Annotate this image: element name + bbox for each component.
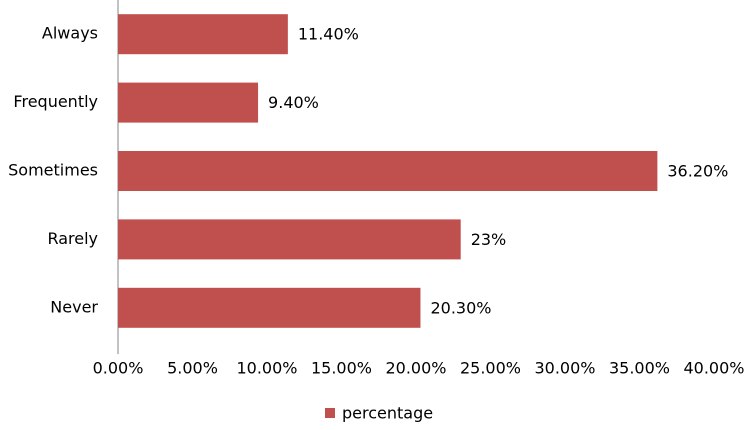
bar bbox=[118, 219, 461, 260]
x-tick-label: 20.00% bbox=[385, 359, 446, 378]
x-tick-label: 40.00% bbox=[683, 359, 744, 378]
bar bbox=[118, 287, 421, 328]
y-tick-label: Never bbox=[50, 297, 98, 316]
y-tick-label: Sometimes bbox=[8, 161, 98, 180]
x-tick-label: 30.00% bbox=[534, 359, 595, 378]
value-label: 11.40% bbox=[298, 25, 359, 44]
x-tick-label: 15.00% bbox=[311, 359, 372, 378]
legend-label: percentage bbox=[342, 404, 433, 423]
x-tick-label: 35.00% bbox=[609, 359, 670, 378]
x-tick-label: 5.00% bbox=[167, 359, 218, 378]
value-label: 23% bbox=[471, 230, 507, 249]
value-label: 9.40% bbox=[268, 93, 319, 112]
y-tick-label: Rarely bbox=[47, 229, 98, 248]
bar bbox=[118, 82, 259, 123]
bar bbox=[118, 151, 658, 191]
x-tick-label: 25.00% bbox=[460, 359, 521, 378]
y-tick-label: Always bbox=[42, 24, 98, 43]
y-tick-label: Frequently bbox=[13, 92, 98, 111]
legend-swatch bbox=[325, 408, 335, 418]
x-tick-label: 10.00% bbox=[236, 359, 297, 378]
bar bbox=[118, 14, 288, 55]
value-label: 20.30% bbox=[430, 298, 491, 317]
x-tick-label: 0.00% bbox=[93, 359, 144, 378]
value-label: 36.20% bbox=[667, 162, 728, 181]
